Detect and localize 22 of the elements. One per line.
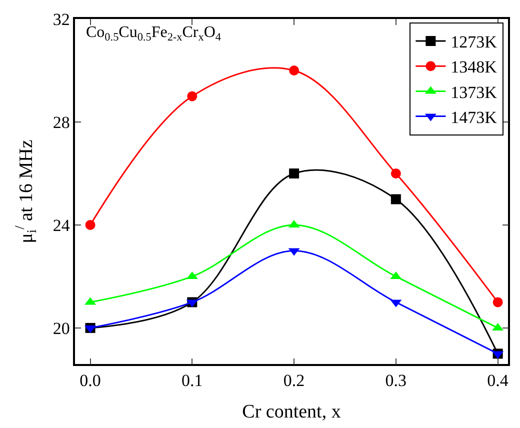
x-axis-title: Cr content, x: [242, 401, 342, 422]
y-tick-label: 32: [52, 10, 70, 29]
legend-label: 1373K: [450, 82, 498, 102]
legend-label: 1473K: [450, 108, 498, 127]
legend-label: 1273K: [450, 32, 498, 52]
point: [492, 297, 503, 308]
point: [187, 91, 198, 102]
legend-label: 1348K: [450, 58, 498, 77]
y-tick-label: 24: [52, 216, 70, 235]
x-tick-label: 0.0: [80, 371, 101, 390]
point: [289, 65, 300, 76]
point: [390, 168, 401, 178]
y-tick-label: 20: [52, 318, 70, 338]
text: Co$_{0.5}$Cu$_{0.5}$Fe$_{2-x}$Cr$_{x}$O$_{4}$: [86, 24, 221, 44]
y-tick-label: 28: [52, 112, 70, 132]
point: [85, 220, 96, 230]
x-tick-label: 0.4: [487, 371, 509, 390]
point: [289, 168, 300, 178]
x-tick-label: 0.2: [283, 371, 305, 390]
point: [390, 194, 401, 204]
x-tick-label: 0.3: [385, 371, 407, 390]
x-tick-label: 0.1: [182, 371, 203, 390]
